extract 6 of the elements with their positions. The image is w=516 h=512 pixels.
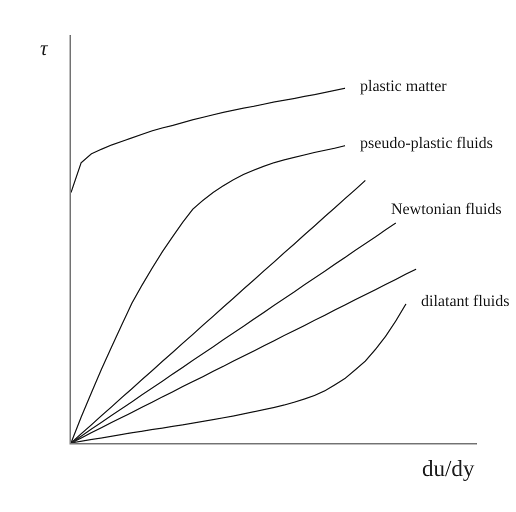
series-label: plastic matter xyxy=(360,78,448,95)
series-label: Newtonian fluids xyxy=(391,201,502,218)
y-axis-title: τ xyxy=(40,36,49,60)
series-label: pseudo-plastic fluids xyxy=(360,135,493,152)
x-axis-title: du/dy xyxy=(422,456,475,481)
series-label: dilatant fluids xyxy=(421,293,510,310)
